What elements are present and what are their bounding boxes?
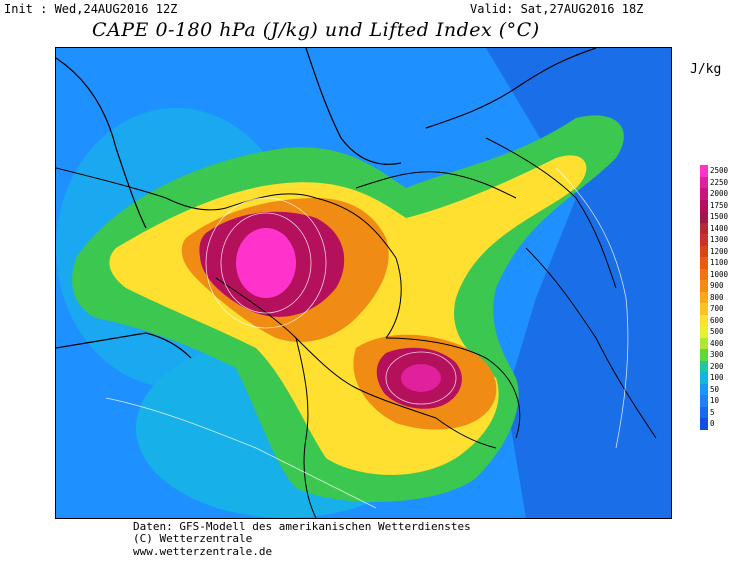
colorbar-label: 1000 — [710, 269, 729, 279]
cape-map-canvas — [56, 48, 671, 518]
colorbar-swatch — [700, 245, 708, 257]
website-note: www.wetterzentrale.de — [133, 545, 273, 558]
colorbar-swatch — [700, 337, 708, 349]
colorbar-label: 900 — [710, 281, 724, 291]
colorbar-label: 2000 — [710, 189, 729, 199]
colorbar-level: 500 — [700, 326, 732, 338]
valid-time-label: Valid: Sat,27AUG2016 18Z — [470, 2, 644, 16]
colorbar-level: 50 — [700, 383, 732, 395]
colorbar-label: 600 — [710, 315, 724, 325]
colorbar-label: 500 — [710, 327, 724, 337]
init-time-label: Init : Wed,24AUG2016 12Z — [4, 2, 178, 16]
colorbar-label: 1200 — [710, 246, 729, 256]
colorbar-swatch — [700, 234, 708, 246]
colorbar-label: 1300 — [710, 235, 729, 245]
colorbar-level: 200 — [700, 360, 732, 372]
colorbar-label: 2250 — [710, 177, 729, 187]
colorbar-label: 200 — [710, 361, 724, 371]
colorbar-level: 800 — [700, 291, 732, 303]
colorbar-label: 5 — [710, 407, 715, 417]
colorbar-level: 1400 — [700, 222, 732, 234]
colorbar-swatch — [700, 176, 708, 188]
colorbar-label: 400 — [710, 338, 724, 348]
colorbar-level: 2000 — [700, 188, 732, 200]
colorbar-swatch — [700, 360, 708, 372]
colorbar-level: 0 — [700, 418, 732, 430]
colorbar-label: 1500 — [710, 212, 729, 222]
colorbar-level: 1750 — [700, 199, 732, 211]
colorbar-label: 0 — [710, 419, 715, 429]
colorbar-swatch — [700, 418, 708, 430]
cape-map — [55, 47, 672, 519]
colorbar-label: 2500 — [710, 166, 729, 176]
colorbar-swatch — [700, 383, 708, 395]
colorbar-swatch — [700, 291, 708, 303]
colorbar-swatch — [700, 165, 708, 177]
colorbar-swatch — [700, 314, 708, 326]
colorbar-level: 2500 — [700, 165, 732, 177]
cape-2500-core-north — [236, 228, 296, 298]
colorbar-level: 400 — [700, 337, 732, 349]
colorbar-level: 900 — [700, 280, 732, 292]
colorbar-unit: J/kg — [690, 62, 722, 77]
colorbar-label: 10 — [710, 396, 720, 406]
colorbar-swatch — [700, 222, 708, 234]
copyright-note: (C) Wetterzentrale — [133, 532, 253, 545]
colorbar-label: 300 — [710, 350, 724, 360]
colorbar-level: 5 — [700, 406, 732, 418]
colorbar-level: 100 — [700, 372, 732, 384]
colorbar-level: 300 — [700, 349, 732, 361]
colorbar-swatch — [700, 349, 708, 361]
colorbar-level: 10 — [700, 395, 732, 407]
colorbar-label: 100 — [710, 373, 724, 383]
colorbar-level: 1200 — [700, 245, 732, 257]
colorbar-level: 700 — [700, 303, 732, 315]
cape-2250-core-south — [401, 364, 441, 392]
colorbar: 2500 2250 2000 1750 1500 1400 1300 1200 1100 1000… — [700, 165, 732, 430]
map-title: CAPE 0-180 hPa (J/kg) und Lifted Index (… — [92, 19, 540, 41]
country-borders — [56, 137, 657, 518]
colorbar-swatch — [700, 188, 708, 200]
data-source-note: Daten: GFS-Modell des amerikanischen Wet… — [133, 520, 471, 533]
colorbar-level: 1000 — [700, 268, 732, 280]
colorbar-swatch — [700, 268, 708, 280]
colorbar-level: 1500 — [700, 211, 732, 223]
coastlines — [56, 48, 597, 359]
colorbar-label: 1100 — [710, 258, 729, 268]
colorbar-swatch — [700, 211, 708, 223]
colorbar-level: 1300 — [700, 234, 732, 246]
colorbar-swatch — [700, 395, 708, 407]
colorbar-swatch — [700, 257, 708, 269]
colorbar-label: 50 — [710, 384, 720, 394]
colorbar-level: 600 — [700, 314, 732, 326]
colorbar-level: 1100 — [700, 257, 732, 269]
colorbar-label: 700 — [710, 304, 724, 314]
colorbar-swatch — [700, 326, 708, 338]
cape-low-east-area — [486, 48, 671, 518]
colorbar-swatch — [700, 372, 708, 384]
colorbar-label: 800 — [710, 292, 724, 302]
colorbar-swatch — [700, 303, 708, 315]
colorbar-label: 1400 — [710, 223, 729, 233]
colorbar-swatch — [700, 280, 708, 292]
colorbar-swatch — [700, 406, 708, 418]
colorbar-level: 2250 — [700, 176, 732, 188]
lifted-index-contours — [105, 167, 629, 509]
colorbar-swatch — [700, 199, 708, 211]
colorbar-label: 1750 — [710, 200, 729, 210]
